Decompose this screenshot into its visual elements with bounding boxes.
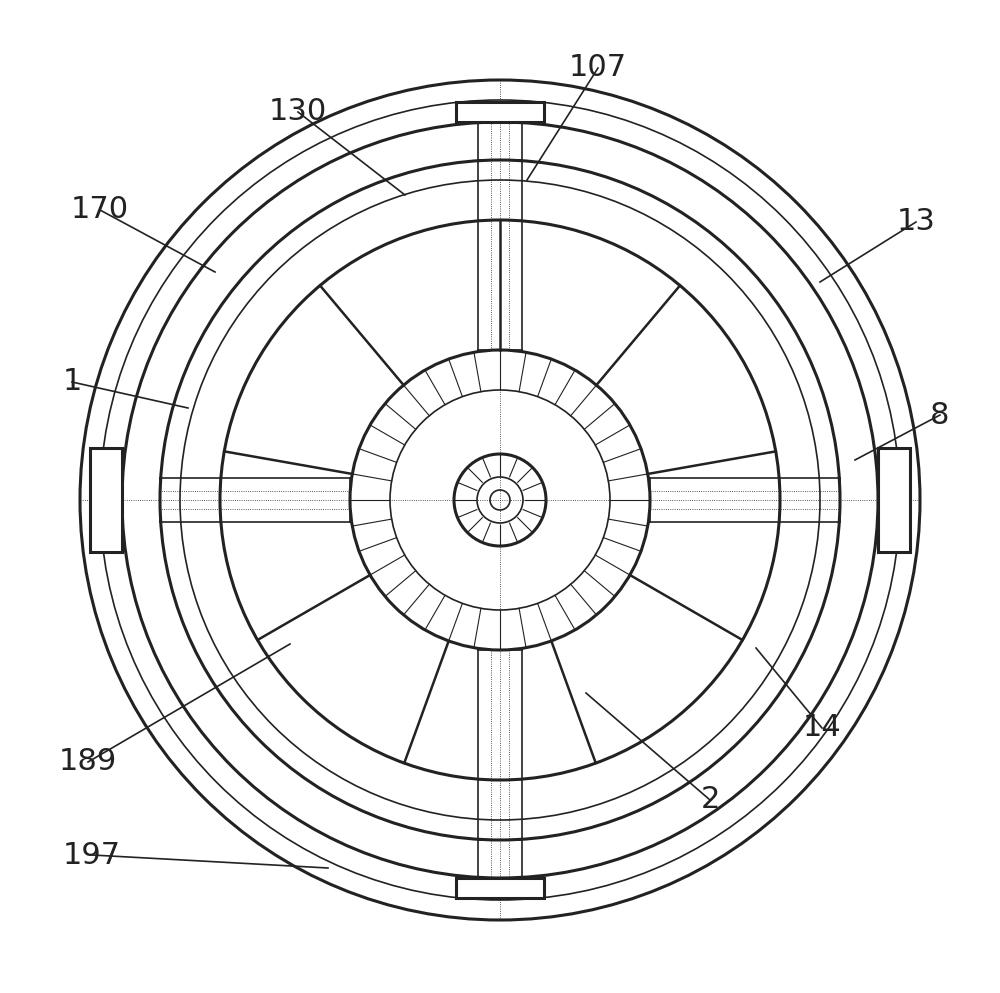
Text: 130: 130	[269, 97, 327, 126]
Text: 13: 13	[897, 208, 935, 236]
Text: 1: 1	[62, 367, 82, 396]
Bar	[90, 448, 122, 552]
Text: 2: 2	[700, 785, 720, 814]
Text: 170: 170	[71, 196, 129, 224]
Bar	[878, 448, 910, 552]
Text: 107: 107	[569, 54, 627, 82]
Bar	[456, 878, 544, 898]
Text: 189: 189	[59, 748, 117, 777]
Bar	[456, 102, 544, 122]
Text: 8: 8	[930, 400, 950, 430]
Text: 197: 197	[63, 840, 121, 870]
Text: 14: 14	[803, 714, 841, 743]
